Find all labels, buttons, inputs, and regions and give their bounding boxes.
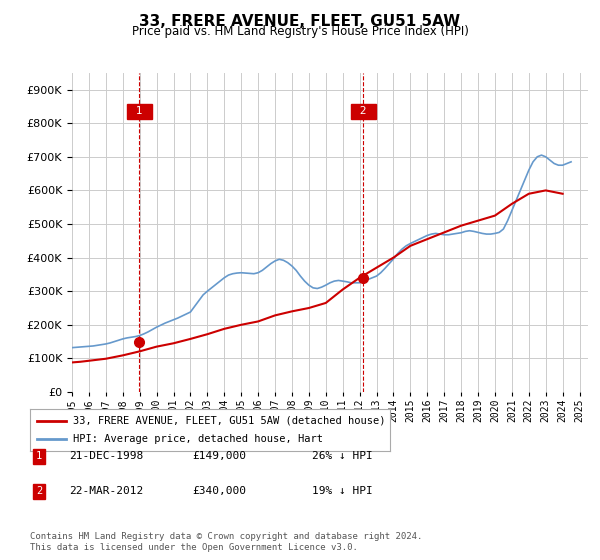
Text: £340,000: £340,000 — [192, 486, 246, 496]
Text: Contains HM Land Registry data © Crown copyright and database right 2024.
This d: Contains HM Land Registry data © Crown c… — [30, 532, 422, 552]
Text: HPI: Average price, detached house, Hart: HPI: Average price, detached house, Hart — [73, 434, 323, 444]
Text: 2: 2 — [353, 106, 373, 116]
Text: 22-MAR-2012: 22-MAR-2012 — [69, 486, 143, 496]
Text: 2: 2 — [36, 486, 42, 496]
Text: 33, FRERE AVENUE, FLEET, GU51 5AW: 33, FRERE AVENUE, FLEET, GU51 5AW — [139, 14, 461, 29]
Text: 1: 1 — [129, 106, 149, 116]
Text: 26% ↓ HPI: 26% ↓ HPI — [312, 451, 373, 461]
Text: Price paid vs. HM Land Registry's House Price Index (HPI): Price paid vs. HM Land Registry's House … — [131, 25, 469, 38]
Text: 19% ↓ HPI: 19% ↓ HPI — [312, 486, 373, 496]
Text: 1: 1 — [36, 451, 42, 461]
Text: £149,000: £149,000 — [192, 451, 246, 461]
Text: 21-DEC-1998: 21-DEC-1998 — [69, 451, 143, 461]
Text: 33, FRERE AVENUE, FLEET, GU51 5AW (detached house): 33, FRERE AVENUE, FLEET, GU51 5AW (detac… — [73, 416, 386, 426]
